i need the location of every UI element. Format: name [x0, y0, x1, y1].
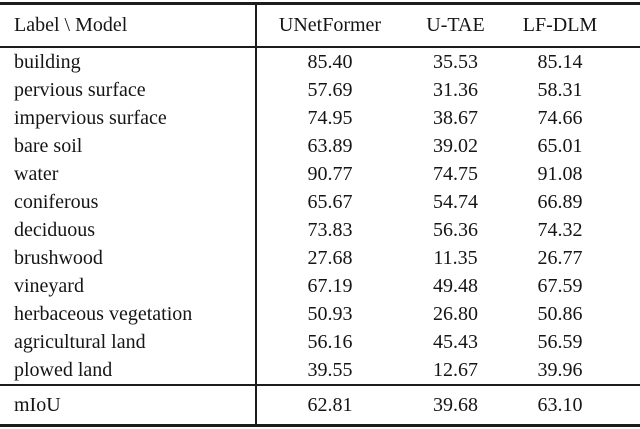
table-row: deciduous 73.83 56.36 74.32: [0, 216, 640, 244]
cell-utae: 31.36: [433, 78, 478, 101]
table-row: plowed land 39.55 12.67 39.96: [0, 356, 640, 385]
row-label: bare soil: [14, 134, 83, 157]
cell-unetformer: 67.19: [255, 272, 403, 300]
cell-unetformer: 74.95: [255, 104, 403, 132]
cell-lfdlm: 56.59: [537, 330, 583, 353]
cell-utae: 12.67: [433, 358, 478, 381]
cell-unetformer: 27.68: [255, 244, 403, 272]
cell-lfdlm: 85.14: [537, 50, 583, 73]
row-label: agricultural land: [14, 330, 146, 353]
row-label: brushwood: [14, 246, 103, 269]
row-label: plowed land: [14, 358, 113, 381]
table-row: brushwood 27.68 11.35 26.77: [0, 244, 640, 272]
cell-unetformer: 65.67: [255, 188, 403, 216]
cell-unetformer: 73.83: [255, 216, 403, 244]
row-label: coniferous: [14, 190, 99, 213]
row-label: deciduous: [14, 218, 96, 241]
row-label: building: [14, 50, 81, 73]
cell-utae: 38.67: [433, 106, 478, 129]
corner-header-label-model: Label \ Model: [0, 3, 256, 48]
table-row: impervious surface 74.95 38.67 74.66: [0, 104, 640, 132]
cell-unetformer: 50.93: [255, 300, 403, 328]
cell-utae: 74.75: [433, 162, 478, 185]
miou-lfdlm: 63.10: [508, 384, 640, 426]
table-row: agricultural land 56.16 45.43 56.59: [0, 328, 640, 356]
cell-unetformer: 39.55: [255, 356, 403, 385]
row-label: vineyard: [14, 274, 84, 297]
cell-lfdlm: 91.08: [537, 162, 583, 185]
cell-lfdlm: 26.77: [537, 246, 583, 269]
cell-lfdlm: 58.31: [537, 78, 583, 101]
cell-unetformer: 90.77: [255, 160, 403, 188]
header-model-utae: U-TAE: [403, 3, 508, 48]
cell-utae: 54.74: [433, 190, 478, 213]
header-row: Label \ Model UNetFormer U-TAE LF-DLM: [0, 3, 640, 48]
cell-lfdlm: 67.59: [537, 274, 583, 297]
cell-lfdlm: 50.86: [537, 302, 583, 325]
miou-label: mIoU: [0, 384, 256, 426]
cell-lfdlm: 74.66: [537, 106, 583, 129]
cell-utae: 11.35: [433, 246, 478, 269]
cell-unetformer: 57.69: [255, 76, 403, 104]
miou-utae: 39.68: [403, 384, 508, 426]
row-label: impervious surface: [14, 106, 167, 129]
cell-lfdlm: 39.96: [537, 358, 583, 381]
table-row: bare soil 63.89 39.02 65.01: [0, 132, 640, 160]
cell-lfdlm: 66.89: [537, 190, 583, 213]
cell-lfdlm: 74.32: [537, 218, 583, 241]
cell-utae: 45.43: [433, 330, 478, 353]
cell-utae: 26.80: [433, 302, 478, 325]
table-row: water 90.77 74.75 91.08: [0, 160, 640, 188]
cell-utae: 56.36: [433, 218, 478, 241]
cell-utae: 39.02: [433, 134, 478, 157]
row-label: herbaceous vegetation: [14, 302, 193, 325]
miou-row: mIoU 62.81 39.68 63.10: [0, 384, 640, 426]
cell-lfdlm: 65.01: [537, 134, 583, 157]
cell-unetformer: 85.40: [255, 47, 403, 76]
cell-unetformer: 56.16: [255, 328, 403, 356]
header-model-lfdlm: LF-DLM: [508, 3, 640, 48]
row-label: water: [14, 162, 59, 185]
table-row: herbaceous vegetation 50.93 26.80 50.86: [0, 300, 640, 328]
cell-unetformer: 63.89: [255, 132, 403, 160]
table-row: coniferous 65.67 54.74 66.89: [0, 188, 640, 216]
table-row: vineyard 67.19 49.48 67.59: [0, 272, 640, 300]
cell-utae: 35.53: [433, 50, 478, 73]
table-row: building 85.40 35.53 85.14: [0, 47, 640, 76]
header-model-unetformer: UNetFormer: [255, 3, 403, 48]
table-row: pervious surface 57.69 31.36 58.31: [0, 76, 640, 104]
cell-utae: 49.48: [433, 274, 478, 297]
row-label: pervious surface: [14, 78, 146, 101]
miou-unetformer: 62.81: [255, 384, 403, 426]
